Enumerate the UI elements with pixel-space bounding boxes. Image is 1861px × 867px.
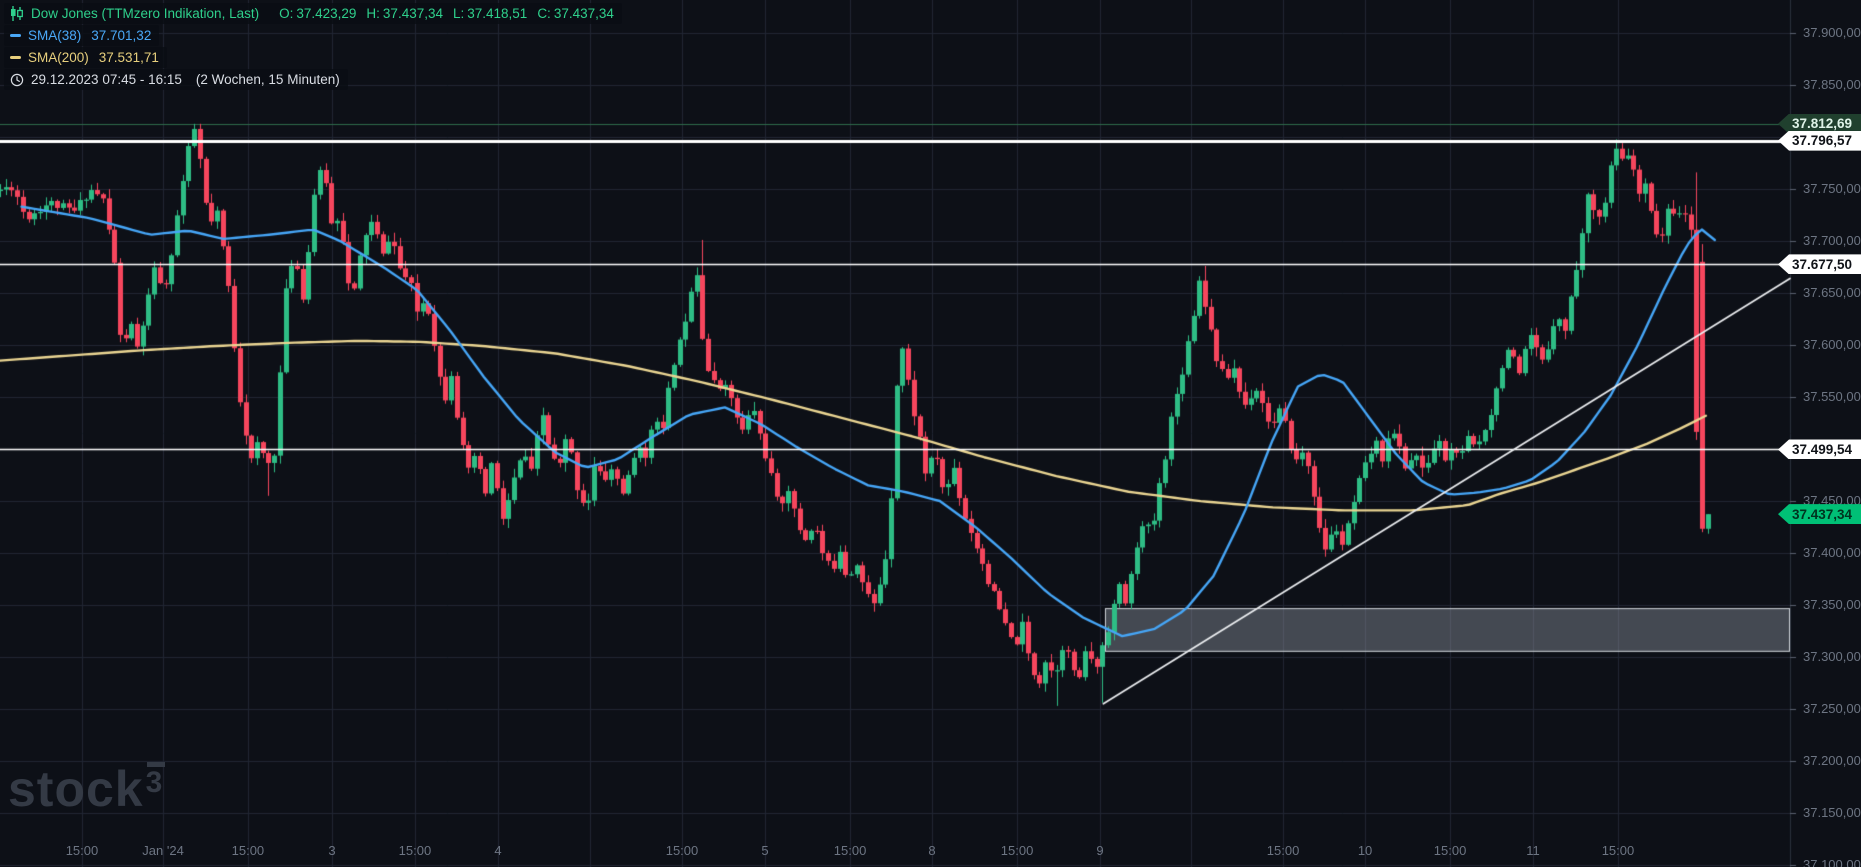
sma38-swatch: [10, 34, 21, 37]
price-tick-label: 37.400,00: [1803, 545, 1861, 560]
time-tick-label: 15:00: [1266, 843, 1300, 858]
time-tick-label: 4: [494, 843, 502, 858]
time-tick-label: 15:00: [65, 843, 99, 858]
ohlc-values: O: 37.423,29 H: 37.437,34 L: 37.418,51 C: 37.43…: [269, 5, 614, 22]
level-tag-2: 37.677,50: [1778, 254, 1861, 275]
timerange-row[interactable]: 29.12.2023 07:45 - 16:15 (2 Wochen, 15 M…: [4, 69, 348, 90]
price-tick-label: 37.850,00: [1803, 77, 1861, 92]
last-price-tag: 37.437,34: [1778, 504, 1861, 525]
ohlc-value: 37.437,34: [382, 6, 443, 21]
ohlc-key: H:: [366, 6, 380, 21]
ohlc-value: 37.418,51: [467, 6, 528, 21]
sma38-value: 37.701,32: [91, 28, 152, 43]
timerange-detail: (2 Wochen, 15 Minuten): [195, 72, 340, 87]
price-tick-label: 37.750,00: [1803, 181, 1861, 196]
time-tick-label: 15:00: [665, 843, 699, 858]
time-tick-label: 15:00: [398, 843, 432, 858]
price-tick-label: 37.550,00: [1803, 389, 1861, 404]
chart-legend: Dow Jones (TTMzero Indikation, Last) O: 3…: [4, 3, 622, 91]
time-tick-label: 3: [328, 843, 336, 858]
time-tick-label: 8: [928, 843, 936, 858]
timerange-text: 29.12.2023 07:45 - 16:15: [31, 72, 182, 87]
ohlc-key: C:: [537, 6, 551, 21]
clock-icon: [10, 73, 24, 86]
instrument-row[interactable]: Dow Jones (TTMzero Indikation, Last) O: 3…: [4, 3, 622, 24]
price-tick-label: 37.700,00: [1803, 233, 1861, 248]
price-tick-label: 37.900,00: [1803, 25, 1861, 40]
sma200-row[interactable]: SMA(200) 37.531,71: [4, 47, 167, 68]
price-tick-label: 37.600,00: [1803, 337, 1861, 352]
time-tick-label: 11: [1526, 843, 1540, 858]
ohlc-key: O:: [279, 6, 294, 21]
sma38-row[interactable]: SMA(38) 37.701,32: [4, 25, 160, 46]
time-tick-label: Jan '24: [142, 843, 184, 858]
sma200-swatch: [10, 56, 21, 59]
time-tick-label: 10: [1357, 843, 1373, 858]
ohlc-value: 37.423,29: [296, 6, 357, 21]
candlestick-icon: [11, 6, 23, 21]
time-tick-label: 5: [761, 843, 769, 858]
stock3-watermark: stock3: [8, 761, 164, 817]
price-tick-label: 37.300,00: [1803, 649, 1861, 664]
sma200-label: SMA(200): [28, 50, 89, 65]
price-tick-label: 37.200,00: [1803, 753, 1861, 768]
ohlc-value: 37.437,34: [553, 6, 614, 21]
level-tag-1: 37.796,57: [1778, 130, 1861, 151]
sma200-value: 37.531,71: [98, 50, 159, 65]
price-tick-label: 37.250,00: [1803, 701, 1861, 716]
level-tag-3: 37.499,54: [1778, 439, 1861, 460]
time-tick-label: 15:00: [833, 843, 867, 858]
time-tick-label: 9: [1096, 843, 1104, 858]
price-tick-label: 37.350,00: [1803, 597, 1861, 612]
period-high-tag: 37.812,69: [1778, 113, 1861, 134]
sma38-label: SMA(38): [28, 28, 82, 43]
price-tick-label: 37.650,00: [1803, 285, 1861, 300]
stock3-sup: 3: [145, 766, 164, 799]
time-tick-label: 15:00: [1601, 843, 1635, 858]
time-tick-label: 15:00: [231, 843, 265, 858]
instrument-name: Dow Jones (TTMzero Indikation, Last): [31, 6, 260, 21]
price-tick-label: 37.100,00: [1803, 857, 1861, 867]
time-tick-label: 15:00: [1000, 843, 1034, 858]
ohlc-key: L:: [452, 6, 465, 21]
time-tick-label: 15:00: [1433, 843, 1467, 858]
price-tick-label: 37.150,00: [1803, 805, 1861, 820]
